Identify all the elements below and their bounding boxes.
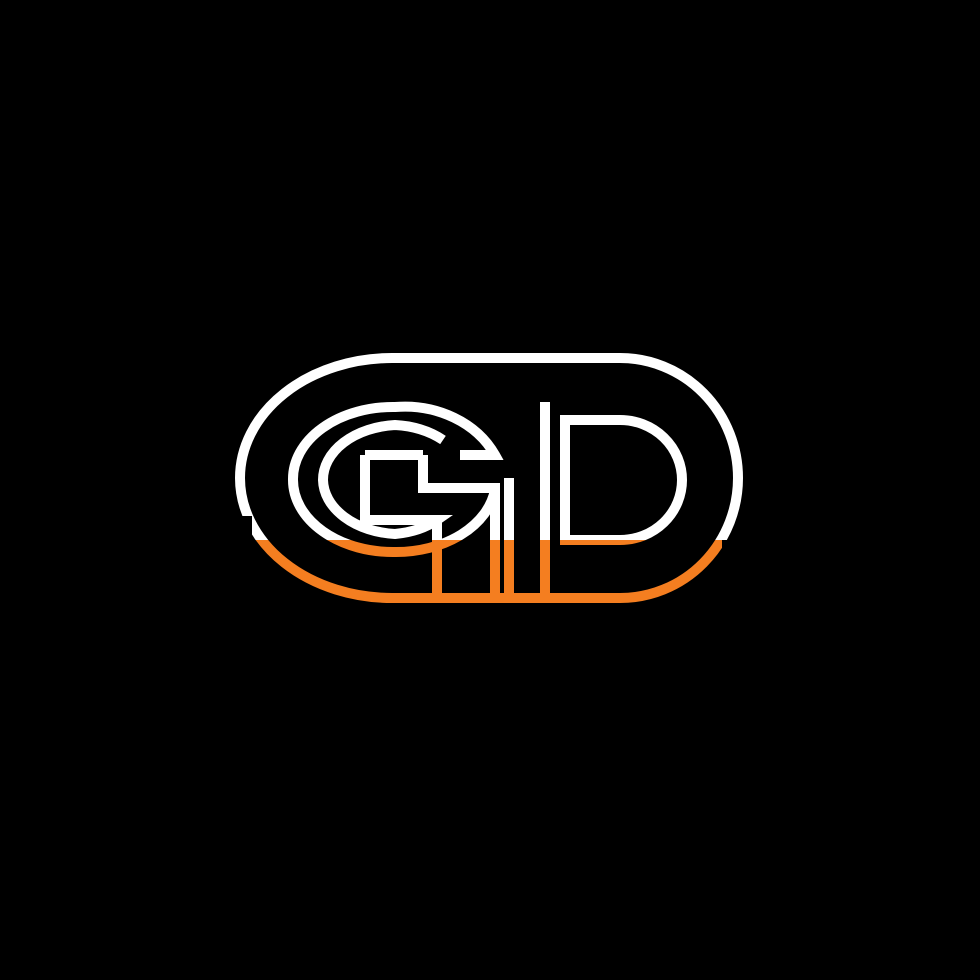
upper-white-stroke <box>240 358 738 598</box>
outline-gap-right <box>722 540 744 558</box>
lower-orange-stroke <box>240 358 738 598</box>
outline-gap-left <box>236 516 252 536</box>
